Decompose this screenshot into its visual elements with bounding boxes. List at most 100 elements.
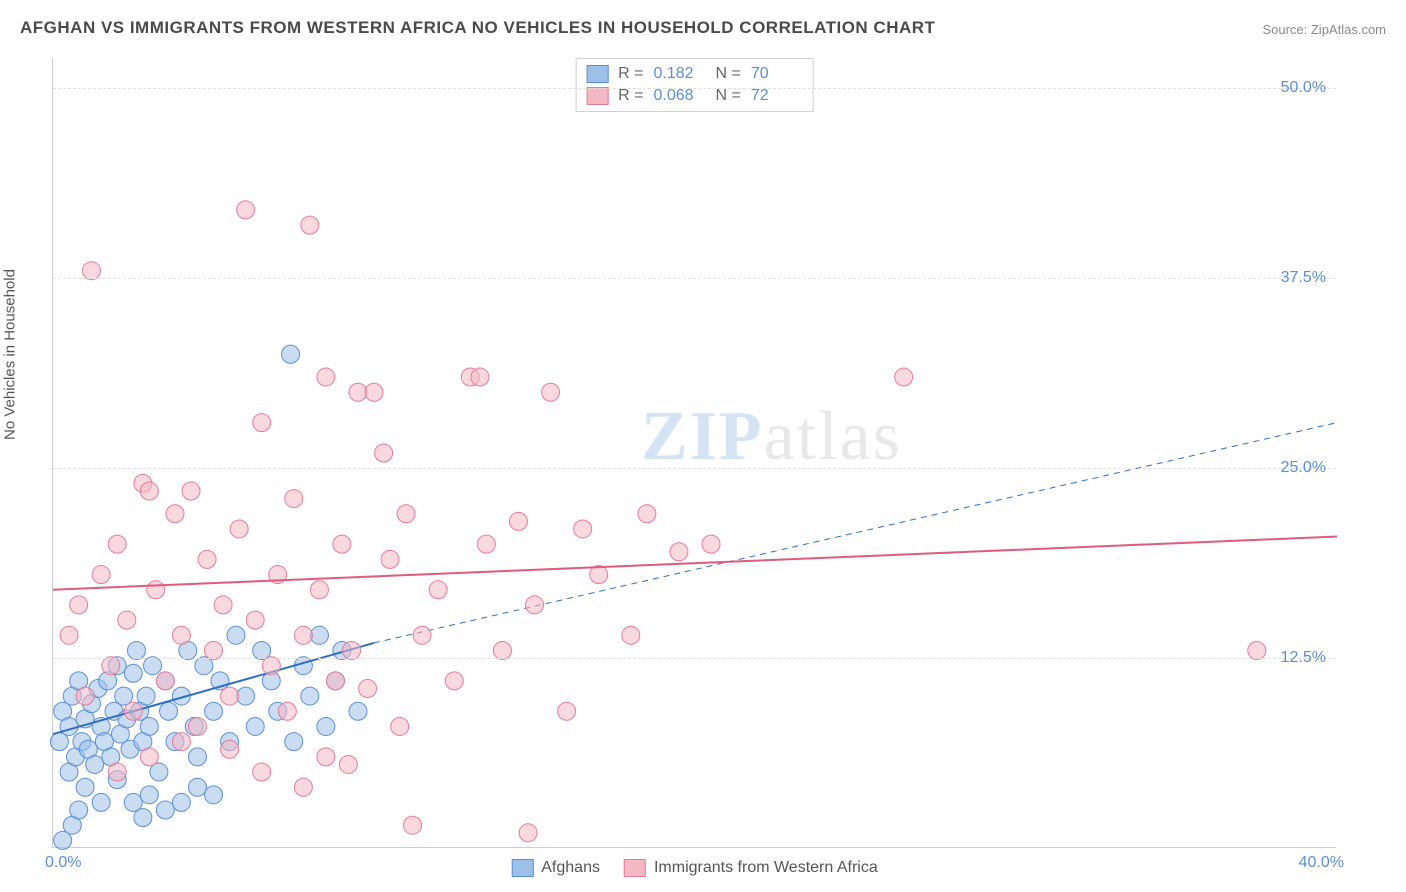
data-point <box>156 801 174 819</box>
legend-bottom: AfghansImmigrants from Western Africa <box>511 859 877 877</box>
data-point <box>140 748 158 766</box>
source-label: Source: ZipAtlas.com <box>1262 22 1386 37</box>
data-point <box>230 520 248 538</box>
data-point <box>310 581 328 599</box>
data-point <box>144 657 162 675</box>
data-point <box>188 717 206 735</box>
data-point <box>397 505 415 523</box>
stat-r-label: R = <box>618 65 643 83</box>
y-tick-label: 25.0% <box>1281 459 1326 477</box>
data-point <box>413 626 431 644</box>
data-point <box>1248 642 1266 660</box>
data-point <box>326 672 344 690</box>
data-point <box>278 702 296 720</box>
data-point <box>172 793 190 811</box>
regression-line <box>53 537 1337 590</box>
regression-line-ext <box>374 423 1337 643</box>
data-point <box>301 216 319 234</box>
data-point <box>140 717 158 735</box>
data-point <box>60 626 78 644</box>
legend-item: Afghans <box>511 859 600 877</box>
data-point <box>108 763 126 781</box>
data-point <box>317 368 335 386</box>
data-point <box>343 642 361 660</box>
x-tick-label: 0.0% <box>45 854 81 872</box>
data-point <box>172 626 190 644</box>
stat-r-value: 0.068 <box>654 87 706 105</box>
data-point <box>237 687 255 705</box>
data-point <box>429 581 447 599</box>
data-point <box>160 702 178 720</box>
data-point <box>375 444 393 462</box>
data-point <box>205 642 223 660</box>
data-point <box>359 679 377 697</box>
data-point <box>895 368 913 386</box>
stat-r-label: R = <box>618 87 643 105</box>
gridline-h <box>53 658 1336 659</box>
data-point <box>137 687 155 705</box>
legend-label: Afghans <box>541 859 600 877</box>
plot-area: ZIPatlas R =0.182N =70R =0.068N =72 Afgh… <box>52 58 1336 848</box>
y-tick-label: 37.5% <box>1281 269 1326 287</box>
data-point <box>310 626 328 644</box>
data-point <box>509 512 527 530</box>
data-point <box>182 482 200 500</box>
data-point <box>519 824 537 842</box>
data-point <box>124 702 142 720</box>
legend-swatch <box>511 859 533 877</box>
data-point <box>127 642 145 660</box>
data-point <box>558 702 576 720</box>
y-axis-label: No Vehicles in Household <box>2 269 19 440</box>
data-point <box>339 755 357 773</box>
data-point <box>83 262 101 280</box>
data-point <box>70 596 88 614</box>
data-point <box>317 748 335 766</box>
data-point <box>365 383 383 401</box>
data-point <box>227 626 245 644</box>
data-point <box>285 733 303 751</box>
x-tick-label: 40.0% <box>1299 854 1344 872</box>
data-point <box>102 657 120 675</box>
data-point <box>205 786 223 804</box>
data-point <box>702 535 720 553</box>
y-tick-label: 12.5% <box>1281 649 1326 667</box>
data-point <box>349 383 367 401</box>
data-point <box>317 717 335 735</box>
data-point <box>188 748 206 766</box>
data-point <box>349 702 367 720</box>
data-point <box>172 733 190 751</box>
stat-n-label: N = <box>716 87 741 105</box>
data-point <box>140 786 158 804</box>
stat-n-label: N = <box>716 65 741 83</box>
stats-legend-box: R =0.182N =70R =0.068N =72 <box>575 58 814 112</box>
data-point <box>526 596 544 614</box>
data-point <box>76 778 94 796</box>
data-point <box>622 626 640 644</box>
stats-row: R =0.182N =70 <box>586 63 803 85</box>
data-point <box>221 687 239 705</box>
data-point <box>285 490 303 508</box>
data-point <box>638 505 656 523</box>
data-point <box>253 763 271 781</box>
data-point <box>70 801 88 819</box>
data-point <box>445 672 463 690</box>
data-point <box>282 345 300 363</box>
data-point <box>404 816 422 834</box>
data-point <box>391 717 409 735</box>
data-point <box>670 543 688 561</box>
series-swatch <box>586 87 608 105</box>
data-point <box>118 611 136 629</box>
data-point <box>147 581 165 599</box>
data-point <box>574 520 592 538</box>
data-point <box>214 596 232 614</box>
data-point <box>108 535 126 553</box>
data-point <box>124 664 142 682</box>
data-point <box>471 368 489 386</box>
data-point <box>86 755 104 773</box>
data-point <box>205 702 223 720</box>
data-point <box>493 642 511 660</box>
data-point <box>156 672 174 690</box>
chart-title: AFGHAN VS IMMIGRANTS FROM WESTERN AFRICA… <box>20 18 935 38</box>
data-point <box>134 809 152 827</box>
data-point <box>166 505 184 523</box>
